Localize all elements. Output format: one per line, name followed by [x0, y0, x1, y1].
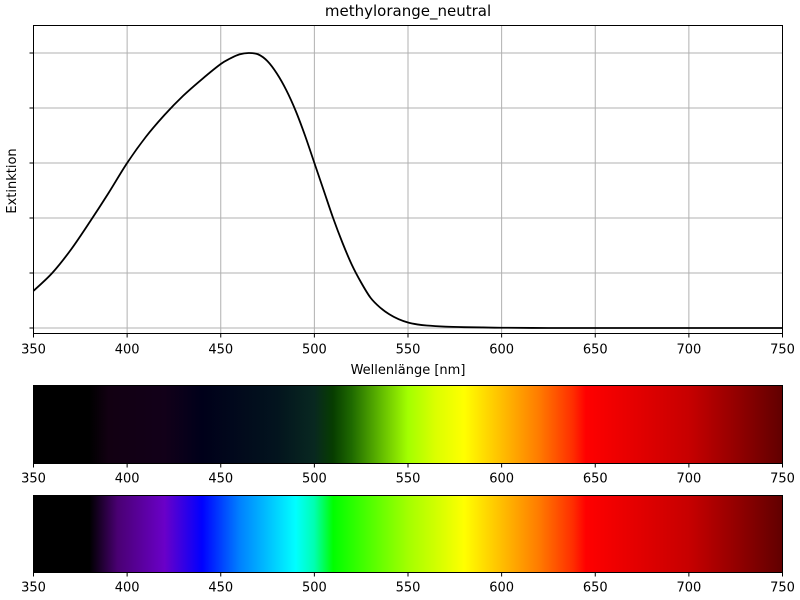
- absorbed-tick-label-4: 550: [396, 472, 421, 487]
- absorbed-tick-label-1: 400: [115, 472, 140, 487]
- x-tick-label-5: 600: [489, 343, 514, 358]
- visible-tick-label-7: 700: [676, 581, 701, 596]
- visible-tick-label-1: 400: [115, 581, 140, 596]
- absorbed-tick-label-7: 700: [676, 472, 701, 487]
- visible-spectrum-ticks: 350 400 450 500 550 600 650 700 750: [21, 572, 795, 596]
- y-axis-ticks: [29, 52, 34, 329]
- absorbed-tick-label-5: 600: [489, 472, 514, 487]
- absorbed-spectrum-bar: [33, 385, 783, 464]
- extinction-curve: [32, 52, 783, 329]
- absorbed-spectrum-ticks: 350 400 450 500 550 600 650 700 750: [21, 463, 795, 487]
- absorbed-tick-label-2: 450: [208, 472, 233, 487]
- absorbed-tick-label-6: 650: [583, 472, 608, 487]
- x-tick-label-0: 350: [21, 343, 46, 358]
- x-tick-label-2: 450: [208, 343, 233, 358]
- x-tick-label-1: 400: [115, 343, 140, 358]
- visible-tick-label-4: 550: [396, 581, 421, 596]
- chart-title: methylorange_neutral: [325, 2, 491, 21]
- x-axis-ticks: 350 400 450 500 550 600 650 700 750: [21, 333, 795, 358]
- x-axis-title: Wellenlänge [nm]: [351, 363, 466, 378]
- x-tick-label-8: 750: [770, 343, 795, 358]
- visible-tick-label-2: 450: [208, 581, 233, 596]
- plot-grid: [33, 25, 783, 334]
- visible-tick-label-5: 600: [489, 581, 514, 596]
- visible-tick-label-8: 750: [770, 581, 795, 596]
- plot-frame: [33, 25, 783, 334]
- absorbed-tick-label-0: 350: [21, 472, 46, 487]
- x-tick-label-7: 700: [676, 343, 701, 358]
- absorbed-tick-label-3: 500: [302, 472, 327, 487]
- x-tick-label-3: 500: [302, 343, 327, 358]
- visible-spectrum-bar: [33, 495, 783, 573]
- y-axis-title: Extinktion: [5, 148, 20, 213]
- absorbed-tick-label-8: 750: [770, 472, 795, 487]
- x-tick-label-6: 650: [583, 343, 608, 358]
- visible-tick-label-6: 650: [583, 581, 608, 596]
- x-tick-label-4: 550: [396, 343, 421, 358]
- visible-tick-label-0: 350: [21, 581, 46, 596]
- visible-tick-label-3: 500: [302, 581, 327, 596]
